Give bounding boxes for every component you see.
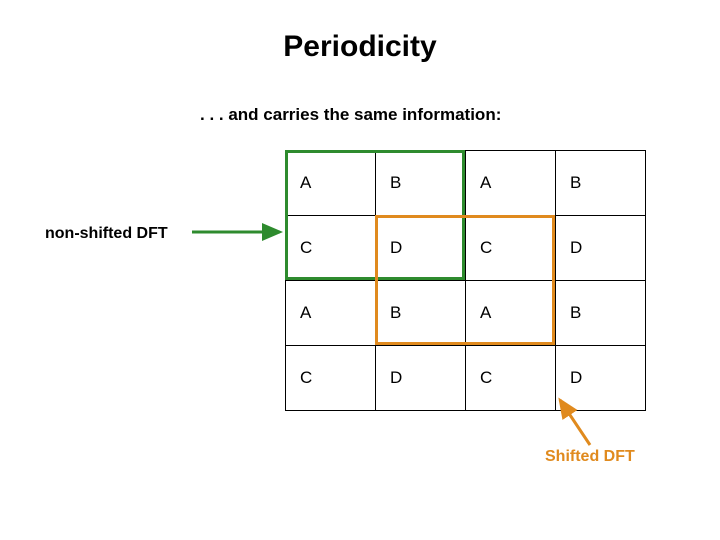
grid-cell-value: D [390, 368, 464, 388]
slide: Periodicity . . . and carries the same i… [0, 0, 720, 540]
grid-cell: D [556, 216, 646, 281]
grid-cell: B [556, 281, 646, 346]
grid-cell-value: A [300, 303, 374, 323]
label-non-shifted-dft: non-shifted DFT [45, 225, 168, 243]
highlight-shifted [375, 215, 555, 345]
subtitle: . . . and carries the same information: [200, 105, 501, 125]
grid-cell: C [286, 346, 376, 411]
arrow-non-shifted [180, 220, 292, 244]
grid-cell-value: C [300, 368, 374, 388]
grid-cell-value: A [480, 173, 554, 193]
grid-cell-value: D [570, 238, 644, 258]
arrow-shifted [548, 388, 602, 457]
grid-cell: B [556, 151, 646, 216]
grid-cell: A [286, 281, 376, 346]
grid-cell-value: B [570, 303, 644, 323]
grid-cell: D [376, 346, 466, 411]
grid-cell: C [466, 346, 556, 411]
grid-cell-value: D [570, 368, 644, 388]
grid-cell: A [466, 151, 556, 216]
grid-cell-value: C [480, 368, 554, 388]
page-title: Periodicity [0, 30, 720, 64]
grid-cell-value: B [570, 173, 644, 193]
